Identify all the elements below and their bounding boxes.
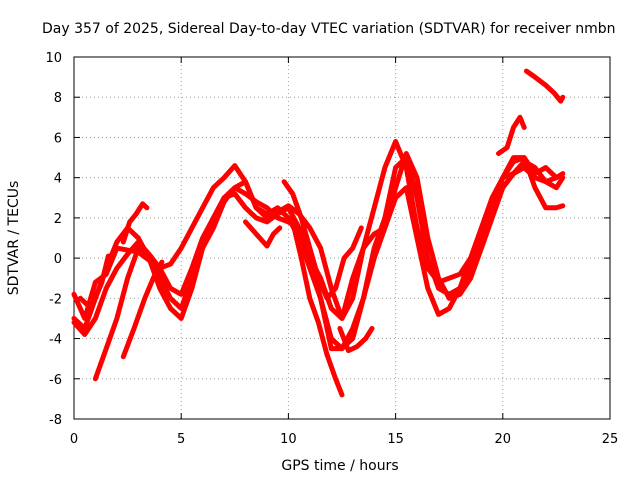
series-line-series-12 <box>496 114 527 156</box>
series-line-series-5 <box>120 201 150 245</box>
series-line-series-9 <box>290 219 345 398</box>
series-line-series-4 <box>92 165 566 382</box>
y-tick-label: 10 <box>45 51 62 66</box>
y-tick-label: -4 <box>49 333 62 348</box>
y-tick-label: 0 <box>54 252 62 267</box>
x-tick-label: 15 <box>387 432 404 447</box>
y-axis-label: SDTVAR / TECUs <box>6 181 22 296</box>
y-tick-label: 6 <box>54 131 62 146</box>
chart-title: Day 357 of 2025, Sidereal Day-to-day VTE… <box>42 21 616 37</box>
y-tick-label: 8 <box>54 91 62 106</box>
x-tick-label: 20 <box>495 432 512 447</box>
y-tick-label: -6 <box>49 373 62 388</box>
y-tick-label: 2 <box>54 212 62 227</box>
series-group <box>71 68 566 398</box>
axis-ticks: 0 5 10 15 20 25 -8 -6 -4 -2 0 2 4 6 8 10 <box>45 51 618 447</box>
y-tick-label: -2 <box>49 292 62 307</box>
x-tick-label: 10 <box>280 432 297 447</box>
series-line-series-7 <box>77 253 111 311</box>
series-line-series-11 <box>281 179 364 301</box>
y-tick-label: 4 <box>54 172 62 187</box>
x-tick-label: 5 <box>177 432 185 447</box>
grid <box>74 57 610 419</box>
x-axis-label: GPS time / hours <box>281 458 398 474</box>
series-line-series-13 <box>523 68 566 104</box>
series-line-series-10 <box>337 326 375 354</box>
plot-frame <box>73 56 611 420</box>
x-tick-label: 25 <box>602 432 619 447</box>
x-tick-label: 0 <box>70 432 78 447</box>
y-tick-label: -8 <box>49 413 62 428</box>
series-line-series-6 <box>120 259 165 360</box>
series-line-series-8 <box>243 219 283 249</box>
